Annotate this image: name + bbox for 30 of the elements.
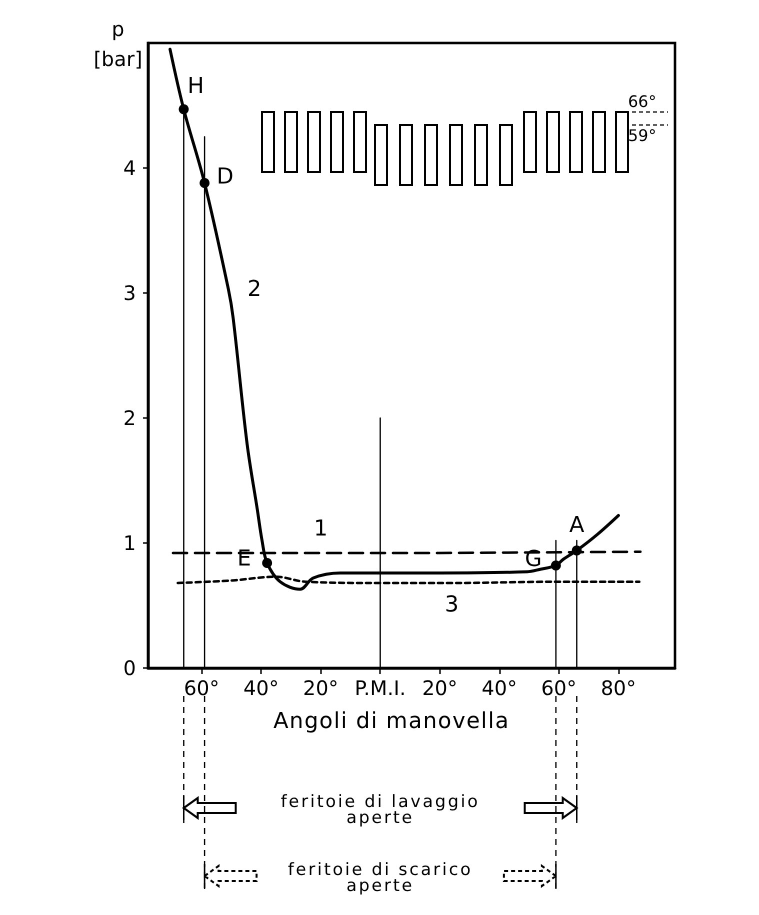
point (572, 546, 582, 556)
x-tick-label: 60° (184, 676, 220, 700)
annotation: H (187, 74, 204, 99)
y-axis-title: p [bar] (92, 16, 144, 73)
x-tick-label: P.M.I. (354, 676, 406, 700)
annotation: 66° (628, 92, 658, 111)
series-label: 2 (247, 276, 262, 302)
y-tick-label: 1 (123, 531, 136, 555)
y-tick-label: 0 (123, 656, 136, 680)
y-tick-label: 2 (123, 406, 136, 430)
point (200, 178, 210, 188)
x-tick-label: 40° (482, 676, 518, 700)
y-tick-label: 4 (123, 156, 136, 180)
x-tick-label: 80° (600, 676, 636, 700)
annotation: D (216, 164, 234, 190)
point (178, 104, 189, 114)
series-label: 3 (444, 592, 459, 618)
annotation: 59° (628, 126, 658, 145)
annotation: A (569, 513, 584, 538)
x-tick-label: 40° (243, 676, 279, 700)
x-tick-label: 20° (302, 676, 338, 700)
series-label: 1 (314, 516, 328, 542)
x-tick-label: 60° (541, 676, 577, 700)
point (262, 558, 272, 568)
y-tick-label: 3 (123, 281, 136, 305)
x-axis-title: Angoli di manovella (272, 709, 511, 734)
text: feritoie di lavaggio aperte (280, 792, 481, 828)
text: feritoie di scarico aperte (286, 860, 474, 896)
x-tick-label: 20° (422, 676, 458, 700)
point (550, 560, 561, 570)
